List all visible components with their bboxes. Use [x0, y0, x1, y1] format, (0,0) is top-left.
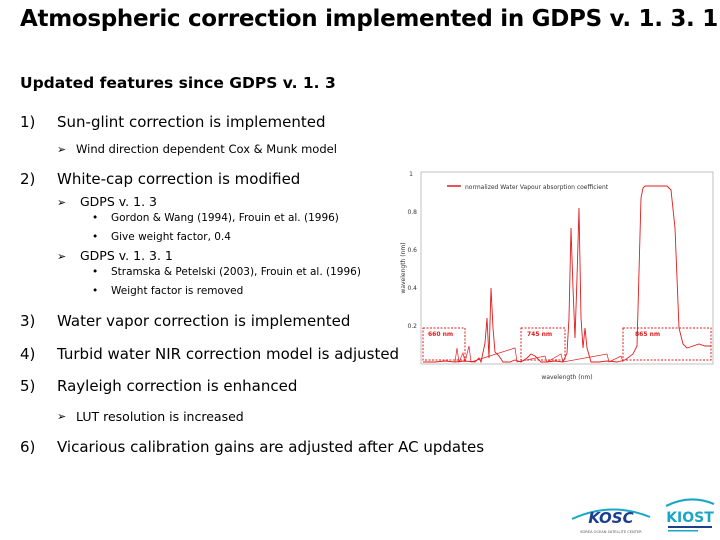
kosc-subtext: KOREA OCEAN SATELLITE CENTER	[580, 530, 642, 534]
item-label-1: Sun-glint correction is implemented	[57, 113, 326, 131]
kiost-underline-2	[668, 530, 698, 532]
band-865-box	[622, 327, 712, 361]
bullet-dot-icon: •	[92, 212, 99, 224]
y-axis-label: wavelength (nm)	[400, 242, 407, 293]
item-number-2: 2)	[20, 170, 36, 188]
bullet-dot-icon: •	[92, 285, 99, 297]
item-2a-bullet-1: Gordon & Wang (1994), Frouin et al. (199…	[111, 212, 339, 224]
kosc-swoosh	[571, 508, 651, 520]
item-2-version-a: GDPS v. 1. 3	[80, 194, 157, 209]
band-660-label: 660 nm	[428, 331, 453, 338]
x-axis-label: wavelength (nm)	[541, 374, 592, 381]
band-745-label: 745 nm	[527, 331, 552, 338]
y-tick-label: 0.2	[407, 323, 417, 330]
kiost-logo: KIOST	[665, 498, 715, 532]
item-label-4: Turbid water NIR correction model is adj…	[57, 345, 400, 363]
y-tick-label: 0.4	[407, 285, 417, 292]
kiost-underline	[668, 526, 712, 528]
arrow-bullet-icon: ➢	[57, 196, 67, 209]
absorption-series-line	[423, 185, 711, 364]
item-label-6: Vicarious calibration gains are adjusted…	[57, 438, 485, 456]
bullet-dot-icon: •	[92, 266, 99, 278]
item-2a-bullet-2: Give weight factor, 0.4	[111, 231, 231, 243]
section-subtitle: Updated features since GDPS v. 1. 3	[20, 74, 336, 92]
y-tick-label: 0.6	[407, 247, 417, 254]
arrow-bullet-icon: ➢	[57, 250, 67, 263]
item-label-3: Water vapor correction is implemented	[57, 312, 351, 330]
plot-frame	[420, 171, 714, 365]
kosc-logo: KOSC KOREA OCEAN SATELLITE CENTER	[571, 508, 651, 534]
item-1-subpoint: Wind direction dependent Cox & Munk mode…	[76, 142, 337, 156]
y-tick-label: 0.8	[407, 209, 417, 216]
band-745-box	[520, 327, 566, 361]
item-number-1: 1)	[20, 113, 36, 131]
item-label-2: White-cap correction is modified	[57, 170, 301, 188]
item-2b-bullet-2: Weight factor is removed	[111, 285, 244, 297]
item-label-5: Rayleigh correction is enhanced	[57, 377, 298, 395]
arrow-bullet-icon: ➢	[57, 410, 67, 423]
kosc-wordmark: KOSC	[588, 509, 633, 527]
kiost-wordmark: KIOST	[666, 510, 714, 526]
water-vapor-absorption-chart: normalized Water Vapour absorption coeff…	[400, 171, 714, 381]
kiost-wave	[665, 498, 715, 507]
item-number-6: 6)	[20, 438, 36, 456]
item-number-4: 4)	[20, 345, 36, 363]
page-title: Atmospheric correction implemented in GD…	[20, 6, 718, 32]
item-2-version-b: GDPS v. 1. 3. 1	[80, 248, 173, 263]
y-tick-label: 1	[409, 171, 413, 178]
bullet-dot-icon: •	[92, 231, 99, 243]
legend-label: normalized Water Vapour absorption coeff…	[465, 184, 609, 191]
band-660-box	[422, 327, 466, 361]
item-2b-bullet-1: Stramska & Petelski (2003), Frouin et al…	[111, 266, 361, 278]
band-865-label: 865 nm	[635, 331, 660, 338]
item-number-3: 3)	[20, 312, 36, 330]
arrow-bullet-icon: ➢	[57, 143, 67, 156]
absorption-series-detail	[454, 345, 624, 364]
item-number-5: 5)	[20, 377, 36, 395]
item-5-subpoint: LUT resolution is increased	[76, 409, 244, 424]
